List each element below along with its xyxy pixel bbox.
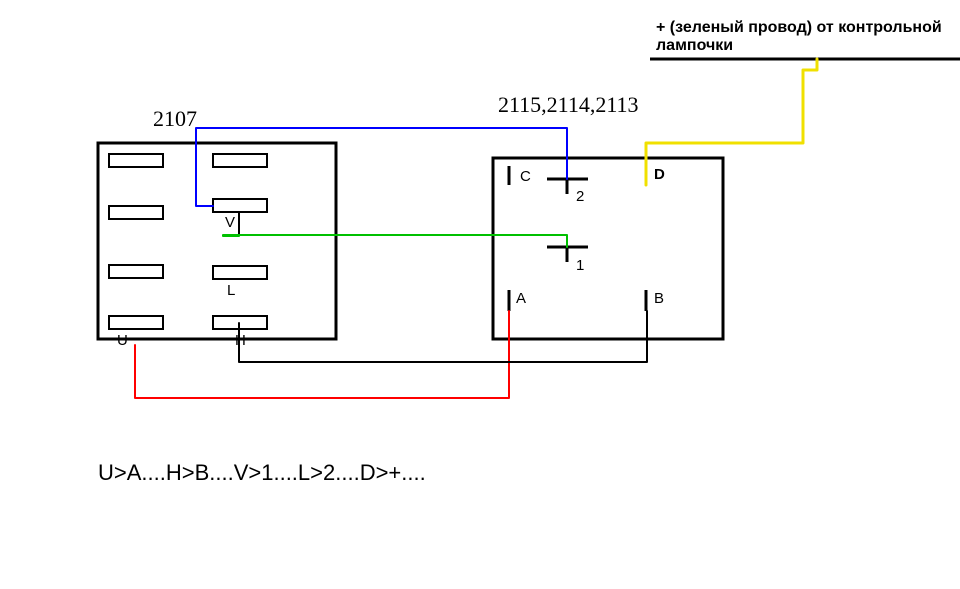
label-a: A xyxy=(516,290,526,307)
label-h: H xyxy=(235,332,246,349)
slot-5 xyxy=(213,199,267,212)
label-2: 2 xyxy=(576,188,584,205)
top-note-line2: лампочки xyxy=(656,37,733,54)
slot-3 xyxy=(109,316,163,329)
connector-2115 xyxy=(493,158,723,339)
label-v: V xyxy=(225,214,235,231)
bottom-key: U>A....H>B....V>1....L>2....D>+.... xyxy=(98,460,426,485)
slot-6 xyxy=(213,266,267,279)
label-l: L xyxy=(227,282,235,299)
label-u: U xyxy=(117,332,128,349)
wire-3 xyxy=(239,311,647,362)
slot-4 xyxy=(213,154,267,167)
slot-2 xyxy=(109,265,163,278)
right-title: 2115,2114,2113 xyxy=(498,92,639,117)
label-d: D xyxy=(654,166,665,183)
top-note-line1: + (зеленый провод) от контрольной xyxy=(656,19,942,36)
label-b: B xyxy=(654,290,664,307)
wiring-diagram: + (зеленый провод) от контрольнойлампочк… xyxy=(0,0,960,589)
slot-1 xyxy=(109,206,163,219)
connector-2107 xyxy=(98,143,336,339)
slot-0 xyxy=(109,154,163,167)
wire-1 xyxy=(223,235,567,247)
left-title: 2107 xyxy=(153,106,197,131)
wire-4 xyxy=(646,59,817,185)
label-c: C xyxy=(520,168,531,185)
wire-2 xyxy=(135,311,509,398)
label-1: 1 xyxy=(576,257,584,274)
